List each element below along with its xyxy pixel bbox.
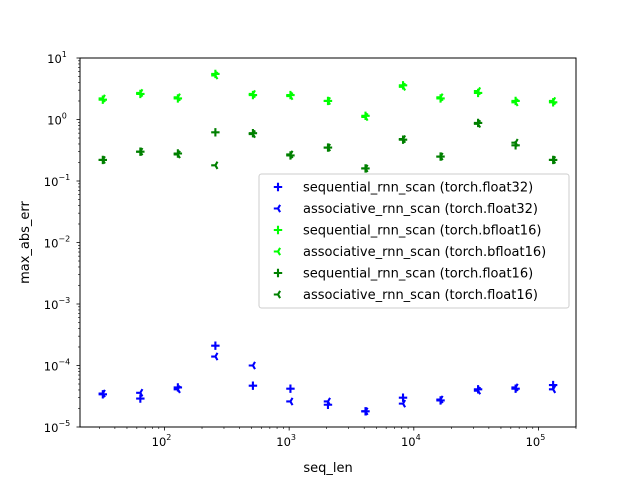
- data-point: [361, 112, 369, 122]
- data-point: [98, 94, 106, 103]
- data-point: [511, 98, 519, 107]
- data-point: [436, 93, 444, 102]
- data-point: [473, 86, 482, 96]
- legend-marker: [273, 225, 283, 235]
- legend-frame: [258, 173, 570, 309]
- data-point: [211, 352, 219, 361]
- data-point: [211, 128, 220, 137]
- data-point: [211, 161, 219, 170]
- legend-label: sequential_rnn_scan (torch.float32): [303, 181, 533, 196]
- series-4: [98, 71, 557, 122]
- data-point: [136, 88, 144, 98]
- data-point: [436, 395, 444, 404]
- data-point: [398, 134, 407, 144]
- data-point: [173, 385, 181, 394]
- legend-label: associative_rnn_scan (torch.float32): [303, 202, 538, 217]
- legend-marker: [273, 204, 282, 213]
- legend-label: associative_rnn_scan (torch.bfloat16): [303, 245, 546, 260]
- data-point: [211, 341, 220, 350]
- data-point: [248, 361, 256, 370]
- data-point: [511, 138, 519, 147]
- series-6: [98, 119, 557, 173]
- legend-entry: sequential_rnn_scan (torch.float32): [273, 181, 533, 196]
- data-point: [286, 150, 294, 159]
- legend-entry: sequential_rnn_scan (torch.float16): [273, 267, 533, 282]
- data-point: [286, 91, 294, 101]
- data-point: [548, 96, 557, 106]
- data-point: [398, 82, 407, 91]
- y-axis-label: max_abs_err: [18, 200, 33, 283]
- series-2: [98, 352, 557, 416]
- data-point: [211, 71, 219, 80]
- data-point: [323, 143, 331, 152]
- legend-entry: associative_rnn_scan (torch.float32): [273, 202, 538, 217]
- data-point: [436, 152, 444, 161]
- data-marks: [98, 69, 558, 416]
- data-point: [248, 129, 256, 139]
- data-point: [173, 150, 181, 159]
- data-point: [511, 383, 519, 392]
- data-point: [361, 407, 369, 416]
- legend-entry: associative_rnn_scan (torch.bfloat16): [273, 245, 546, 260]
- data-point: [98, 155, 106, 165]
- data-point: [323, 397, 331, 406]
- legend-marker: [273, 268, 283, 278]
- data-point: [473, 119, 482, 129]
- data-point: [548, 155, 557, 165]
- data-point: [286, 397, 294, 406]
- x-axis-label: seq_len: [303, 461, 352, 476]
- data-point: [548, 385, 557, 394]
- legend-label: sequential_rnn_scan (torch.bfloat16): [303, 224, 541, 239]
- data-point: [136, 388, 144, 397]
- legend-marker: [273, 290, 282, 299]
- legend-marker: [273, 247, 282, 256]
- data-point: [398, 393, 408, 402]
- legend-label: sequential_rnn_scan (torch.float16): [303, 267, 533, 282]
- data-point: [98, 389, 106, 398]
- data-point: [173, 93, 181, 102]
- legend-label: associative_rnn_scan (torch.float16): [303, 288, 538, 303]
- legend-entry: associative_rnn_scan (torch.float16): [273, 288, 538, 303]
- legend: sequential_rnn_scan (torch.float32) assoc…: [258, 173, 570, 309]
- data-point: [473, 386, 482, 395]
- legend-marker: [273, 182, 283, 192]
- data-point: [323, 96, 331, 106]
- data-point: [361, 164, 369, 173]
- data-point: [248, 89, 256, 99]
- data-point: [286, 384, 295, 393]
- data-point: [136, 147, 144, 156]
- legend-entry: sequential_rnn_scan (torch.bfloat16): [273, 224, 541, 239]
- data-point: [398, 399, 407, 408]
- data-point: [248, 381, 258, 390]
- data-point: [136, 394, 145, 403]
